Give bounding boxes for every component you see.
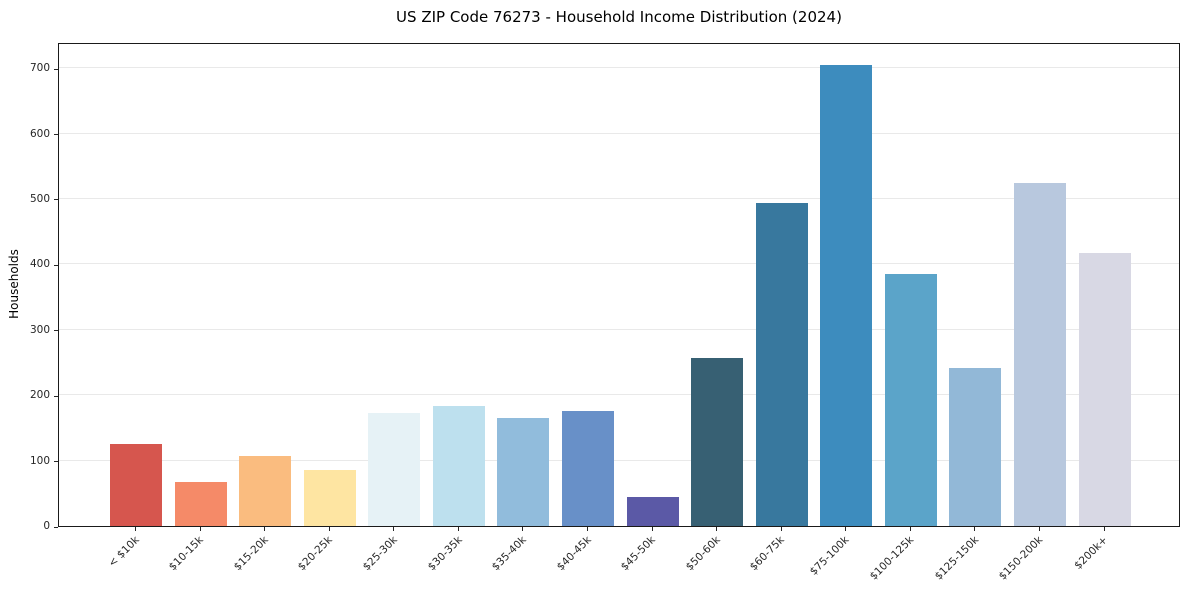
gridline xyxy=(59,328,1179,330)
bar xyxy=(884,273,937,526)
y-tick-mark xyxy=(54,395,58,397)
y-tick-label: 0 xyxy=(43,520,50,532)
x-tick-mark xyxy=(651,527,653,531)
x-tick-label: $35-40k xyxy=(489,534,529,574)
x-tick-mark xyxy=(457,527,459,531)
x-tick-label: $60-75k xyxy=(748,534,788,574)
bar xyxy=(755,202,808,526)
x-tick-label: $45-50k xyxy=(618,534,659,574)
plot-area xyxy=(58,43,1180,527)
y-tick-label: 600 xyxy=(29,127,50,140)
bar xyxy=(1078,253,1131,526)
y-tick-mark xyxy=(54,134,58,136)
bar xyxy=(691,357,744,526)
y-tick-mark xyxy=(54,461,58,463)
x-tick-label: $75-100k xyxy=(807,534,852,578)
x-tick-mark xyxy=(328,527,330,531)
bar xyxy=(239,456,292,526)
bar xyxy=(368,412,421,526)
x-tick-label: $50-60k xyxy=(683,534,723,574)
x-tick-label: $25-30k xyxy=(360,534,400,574)
x-tick-mark xyxy=(135,527,136,531)
y-tick-mark xyxy=(54,526,58,528)
bar xyxy=(626,496,679,526)
bar xyxy=(174,482,227,526)
x-tick-label: $20-25k xyxy=(296,534,336,574)
y-tick-mark xyxy=(54,199,58,201)
bar xyxy=(949,367,1002,526)
x-tick-label: $150-200k xyxy=(996,534,1046,583)
bar xyxy=(561,410,614,526)
gridline xyxy=(59,394,1179,396)
gridline xyxy=(59,132,1179,134)
gridline xyxy=(59,67,1179,69)
x-tick-label: < $10k xyxy=(105,534,142,570)
y-tick-mark xyxy=(54,330,58,332)
bar xyxy=(303,470,356,526)
y-tick-label: 300 xyxy=(29,323,50,336)
x-tick-label: $10-15k xyxy=(166,534,207,574)
bar xyxy=(497,418,550,526)
x-tick-mark xyxy=(716,527,718,531)
gridline xyxy=(59,263,1179,265)
x-tick-mark xyxy=(1103,527,1105,531)
x-tick-mark xyxy=(845,527,847,531)
chart-title: US ZIP Code 76273 - Household Income Dis… xyxy=(396,8,842,26)
x-tick-mark xyxy=(393,527,395,531)
y-tick-mark xyxy=(54,68,58,70)
x-tick-mark xyxy=(264,527,266,531)
y-tick-mark xyxy=(54,264,58,266)
x-tick-mark xyxy=(586,527,588,531)
y-tick-label: 400 xyxy=(29,258,50,271)
gridline xyxy=(59,197,1179,199)
y-tick-label: 200 xyxy=(29,389,50,402)
bar xyxy=(1013,183,1066,526)
x-tick-label: $40-45k xyxy=(554,534,594,574)
bar xyxy=(432,405,485,526)
y-tick-label: 500 xyxy=(29,192,50,205)
x-tick-label: $125-150k xyxy=(932,534,981,583)
x-tick-mark xyxy=(522,527,524,531)
x-tick-label: $200k+ xyxy=(1072,534,1111,572)
x-tick-mark xyxy=(974,527,976,531)
x-tick-mark xyxy=(780,527,782,531)
x-tick-label: $100-125k xyxy=(867,534,917,583)
y-tick-label: 100 xyxy=(29,454,50,467)
bar xyxy=(820,64,873,526)
x-tick-mark xyxy=(909,527,911,531)
gridline xyxy=(59,459,1179,461)
x-tick-mark xyxy=(199,527,201,531)
x-tick-label: $15-20k xyxy=(231,534,271,574)
x-tick-label: $30-35k xyxy=(425,534,465,574)
y-tick-label: 700 xyxy=(29,62,50,75)
bar xyxy=(110,444,162,526)
x-tick-mark xyxy=(1038,527,1040,531)
